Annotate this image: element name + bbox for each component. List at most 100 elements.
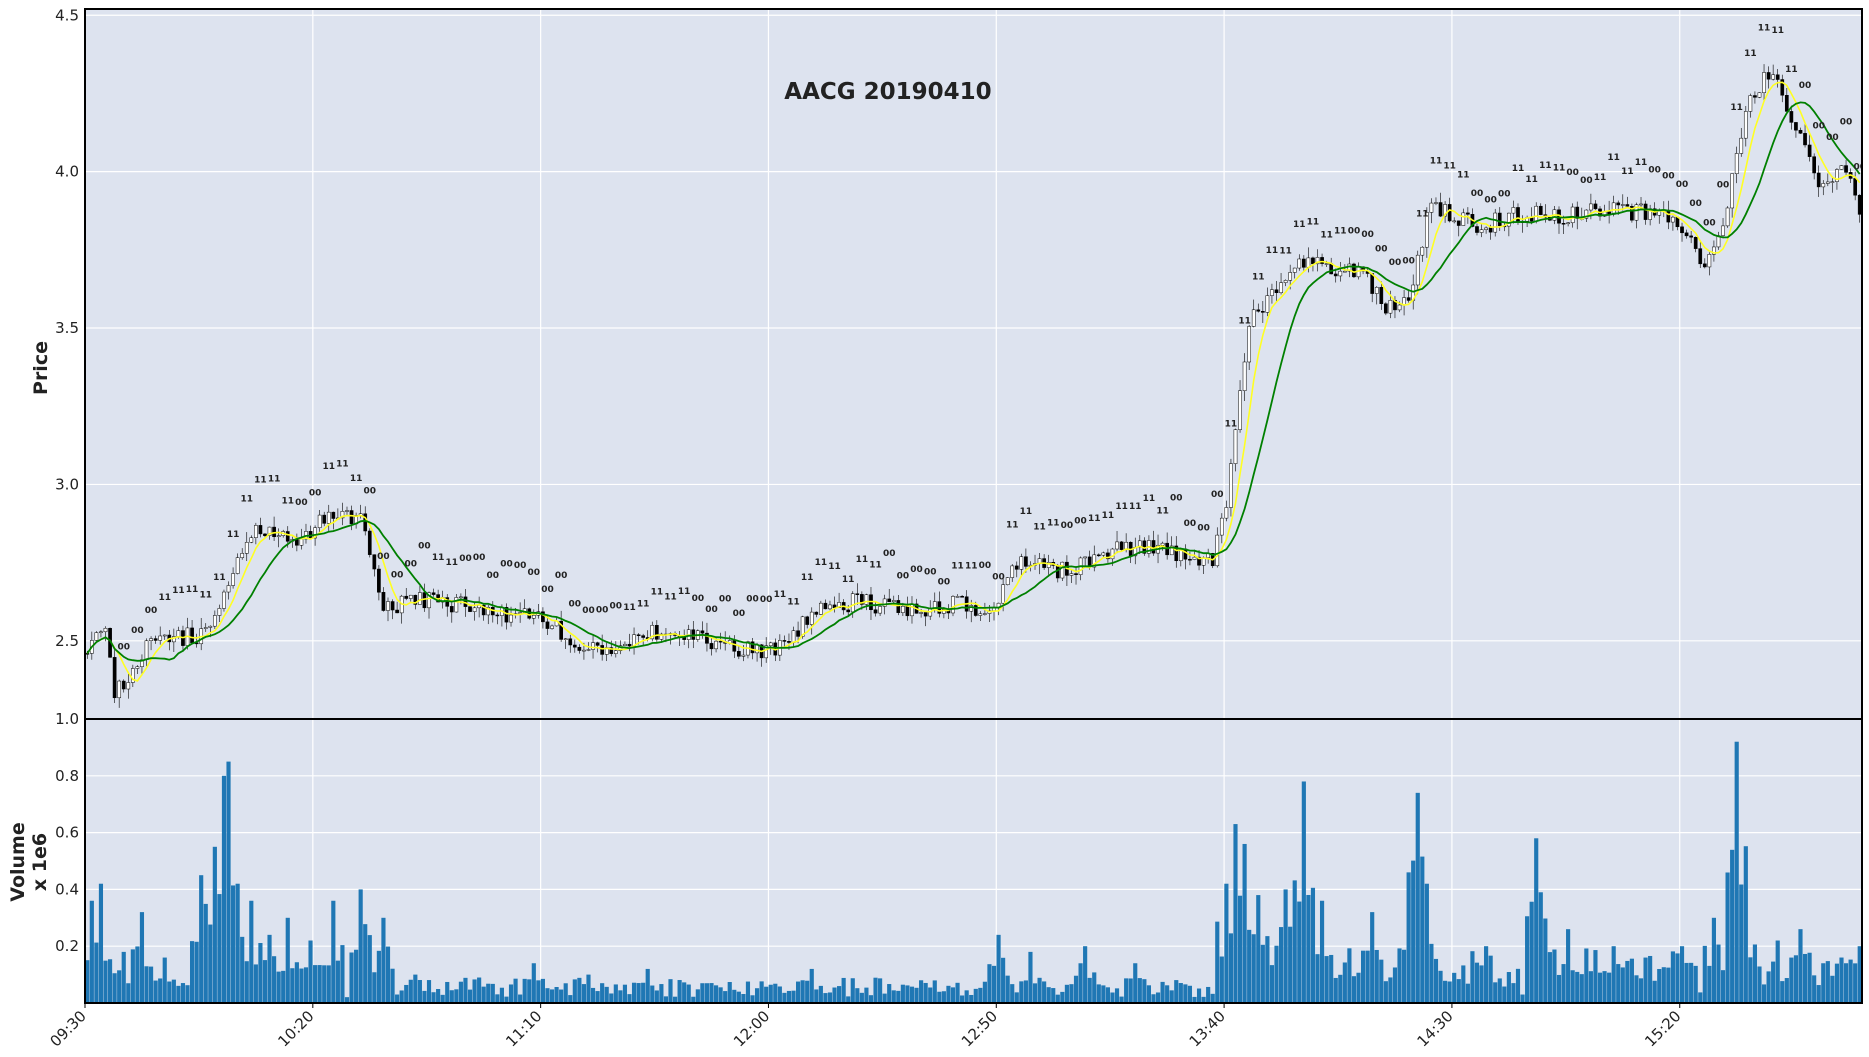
volume-bar	[1046, 987, 1051, 1003]
candle-body	[203, 627, 208, 629]
volume-bar	[563, 983, 568, 1003]
candle-body	[1019, 556, 1024, 570]
signal-marker: 11	[432, 553, 445, 563]
volume-bar	[276, 971, 281, 1003]
volume-bar	[1798, 929, 1803, 1003]
candle-body	[1561, 223, 1566, 225]
volume-bar	[354, 949, 359, 1003]
volume-bar	[764, 986, 769, 1003]
volume-bar	[1638, 978, 1644, 1003]
volume-bar	[1433, 958, 1439, 1003]
candle-body	[404, 595, 409, 599]
volume-bar	[827, 992, 833, 1003]
candle-body	[363, 513, 368, 532]
volume-bar	[713, 985, 719, 1003]
signal-marker: 00	[555, 571, 568, 581]
candle-body	[887, 598, 892, 603]
volume-bar	[1470, 951, 1475, 1003]
volume-bar	[1657, 968, 1662, 1003]
signal-marker: 11	[856, 555, 869, 565]
signal-marker: 11	[336, 459, 349, 469]
volume-bar	[413, 974, 418, 1003]
volume-bar	[1001, 957, 1006, 1003]
price-tick-label: 4.0	[55, 163, 79, 181]
volume-bar	[472, 979, 477, 1003]
signal-marker: 00	[487, 571, 500, 581]
candle-body	[481, 604, 486, 616]
candle-body	[527, 608, 532, 619]
candle-body	[1434, 202, 1438, 204]
moving-averages	[86, 81, 1861, 682]
volume-bar	[1306, 894, 1311, 1003]
price-plot-background	[85, 9, 1862, 719]
volume-bar	[1634, 975, 1639, 1003]
signal-marker: 00	[938, 578, 951, 588]
volume-bar	[167, 981, 172, 1003]
volume-bar	[595, 991, 600, 1003]
signal-marker: 11	[186, 585, 199, 595]
candle-body	[796, 630, 800, 637]
candle-body	[1830, 181, 1835, 183]
volume-bar	[1789, 957, 1794, 1003]
volume-bar	[631, 982, 637, 1003]
volume-bar	[1857, 946, 1862, 1003]
candle-body	[208, 625, 213, 628]
volume-bar	[1661, 967, 1666, 1003]
candle-body	[1283, 280, 1288, 283]
volume-bar	[272, 956, 277, 1003]
candle-body	[1753, 95, 1757, 98]
volume-bar	[1319, 900, 1325, 1003]
signal-marker: 11	[651, 588, 664, 598]
candle-body	[313, 527, 317, 539]
candle-body	[1475, 226, 1479, 233]
candle-body	[901, 605, 905, 613]
volume-bar	[1051, 988, 1056, 1003]
volume-bar	[1137, 978, 1142, 1003]
volume-bar	[1739, 884, 1744, 1003]
volume-bar	[1643, 957, 1648, 1003]
candle-body	[1014, 565, 1019, 570]
signal-marker: 11	[213, 573, 226, 583]
candle-body	[1096, 554, 1101, 557]
volume-bar	[604, 986, 609, 1003]
volume-bar	[1360, 950, 1366, 1003]
candle-body	[1188, 558, 1192, 561]
candle-body	[1260, 311, 1265, 313]
candle-body	[1698, 248, 1703, 265]
volume-bar	[527, 979, 532, 1003]
candle-body	[782, 640, 787, 642]
volume-bar	[727, 982, 732, 1003]
candle-body	[1315, 257, 1320, 265]
volume-bar	[1734, 741, 1739, 1003]
volume-bar	[1010, 984, 1015, 1003]
signal-marker: 00	[910, 565, 923, 575]
candle-body	[563, 638, 568, 640]
candle-body	[408, 594, 413, 599]
volume-tick-label: 0.4	[55, 880, 79, 898]
candle-body	[1270, 289, 1274, 296]
candle-body	[85, 653, 90, 655]
volume-bar	[1187, 985, 1193, 1003]
volume-bar	[864, 987, 869, 1003]
volume-bar	[1310, 887, 1316, 1003]
candle-body	[1242, 361, 1247, 391]
volume-bar	[1761, 984, 1767, 1003]
candle-body	[1010, 565, 1015, 578]
signal-marker: 11	[1156, 507, 1169, 517]
volume-bar	[627, 994, 632, 1003]
volume-bar	[326, 965, 331, 1003]
candle-body	[1493, 212, 1498, 233]
candle-body	[190, 627, 194, 644]
signal-marker: 11	[281, 496, 294, 506]
candle-body	[846, 609, 851, 613]
candle-body	[1725, 207, 1730, 227]
volume-bar	[262, 960, 268, 1003]
volume-bar	[431, 992, 436, 1003]
signal-marker: 11	[1334, 226, 1347, 236]
volume-bar	[440, 994, 445, 1003]
signal-marker: 00	[1498, 190, 1511, 200]
volume-bar	[1265, 936, 1270, 1003]
volume-bar	[973, 988, 978, 1003]
candle-body	[896, 600, 901, 613]
volume-bar	[914, 987, 919, 1003]
